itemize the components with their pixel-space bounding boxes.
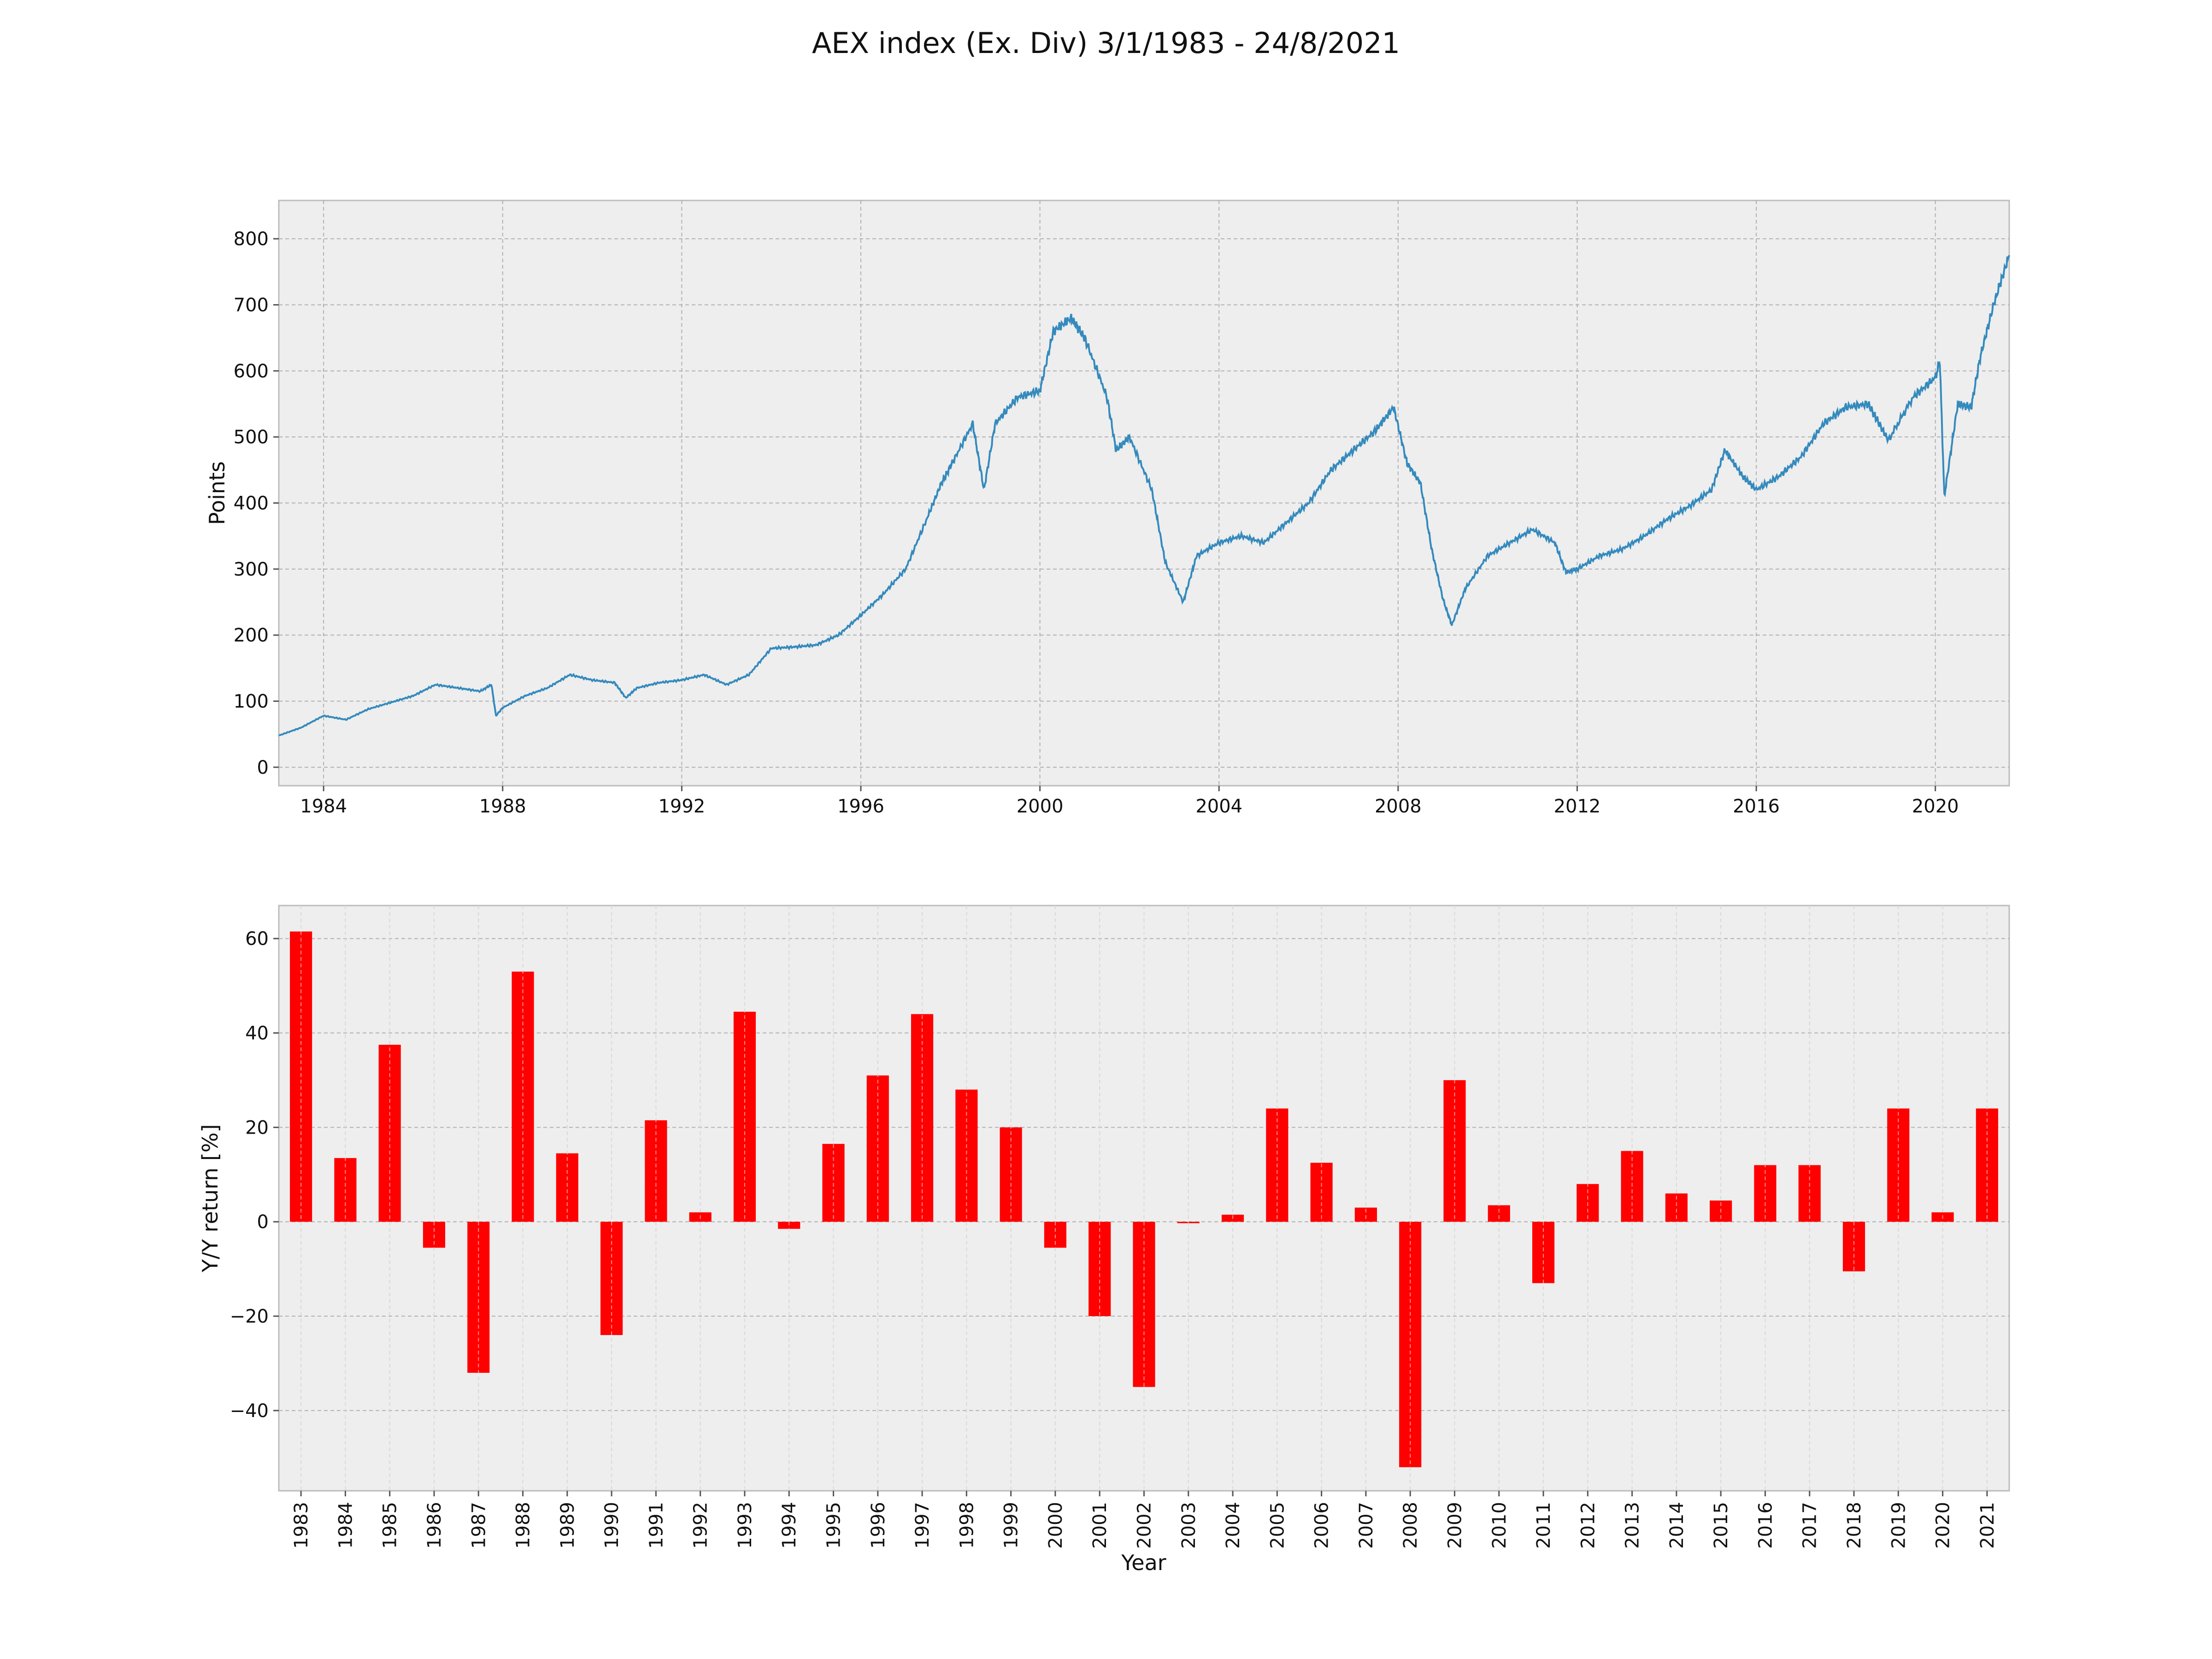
bar-chart-x-tick-label: 2010	[1489, 1502, 1510, 1549]
line-chart-x-tick-label: 2020	[1912, 796, 1959, 817]
bar-1996	[866, 1075, 889, 1222]
bar-1999	[1000, 1127, 1022, 1222]
bar-chart-y-axis-label: Y/Y return [%]	[198, 1124, 223, 1272]
bar-chart-y-tick-label: −20	[230, 1306, 269, 1327]
line-chart-x-tick-label: 1988	[479, 796, 526, 817]
bar-1990	[600, 1222, 623, 1335]
bar-chart-x-tick-label: 1986	[424, 1502, 445, 1549]
line-chart-y-tick-label: 300	[234, 559, 269, 580]
bar-chart-y-tick-label: 40	[245, 1023, 269, 1044]
line-chart-ticks: 1984 1988 1992 1996 2000 2004 2008 2012 2016 2020…	[234, 229, 1959, 817]
bar-chart-x-tick-label: 2003	[1178, 1502, 1200, 1549]
bar-chart-bars	[290, 906, 1998, 1491]
line-chart-plot-area	[278, 200, 2010, 787]
bar-chart-x-tick-label: 1992	[690, 1502, 712, 1549]
line-chart-y-tick-label: 100	[234, 691, 269, 712]
line-chart-y-tick-label: 0	[257, 757, 269, 778]
bar-chart-y-tick-label: 0	[257, 1212, 269, 1233]
line-chart-y-tick-label: 800	[234, 229, 269, 250]
bar-chart-x-tick-label: 1985	[380, 1502, 401, 1549]
bar-chart-x-tick-label: 2020	[1933, 1502, 1954, 1549]
bar-chart-x-tick-label: 1983	[291, 1502, 312, 1549]
bar-chart-x-tick-label: 2008	[1400, 1502, 1421, 1549]
bar-chart-x-tick-label: 2019	[1888, 1502, 1909, 1549]
bar-chart-x-tick-label: 2000	[1045, 1502, 1066, 1549]
figure-title: AEX index (Ex. Div) 3/1/1983 - 24/8/2021	[812, 26, 1400, 60]
bar-chart-x-tick-label: 1994	[779, 1502, 800, 1549]
bar-chart-x-tick-label: 2015	[1711, 1502, 1732, 1549]
bar-chart-x-tick-label: 2017	[1800, 1502, 1821, 1549]
bar-chart-x-tick-label: 2021	[1977, 1502, 1998, 1549]
bar-chart-x-tick-label: 1997	[912, 1502, 933, 1549]
line-chart-y-tick-label: 200	[234, 625, 269, 646]
bar-chart-x-tick-label: 2004	[1223, 1502, 1244, 1549]
bar-2010	[1488, 1205, 1510, 1222]
bar-chart-x-tick-label: 2018	[1844, 1502, 1865, 1549]
bar-chart-x-tick-label: 1991	[646, 1502, 667, 1549]
line-chart-y-tick-label: 400	[234, 493, 269, 514]
line-chart-x-tick-label: 1984	[300, 796, 347, 817]
line-chart-x-tick-label: 2000	[1017, 796, 1064, 817]
bar-chart-y-tick-label: 60	[245, 929, 269, 950]
line-chart-grid	[279, 200, 2009, 786]
bar-chart-x-tick-label: 2006	[1312, 1502, 1333, 1549]
bar-chart-x-tick-label: 2013	[1622, 1502, 1643, 1549]
bar-chart-x-tick-label: 2005	[1267, 1502, 1288, 1549]
line-chart-x-tick-label: 2012	[1554, 796, 1601, 817]
bar-chart-x-tick-label: 2011	[1533, 1502, 1554, 1549]
bar-chart-x-tick-label: 1989	[557, 1502, 578, 1549]
line-chart-panel: 1984 1988 1992 1996 2000 2004 2008 2012 2016 2020…	[205, 200, 2010, 817]
bar-1998	[955, 1089, 978, 1222]
bar-chart-x-tick-label: 1996	[868, 1502, 889, 1549]
bar-chart-x-tick-label: 1987	[468, 1502, 489, 1549]
bar-chart-x-tick-label: 1984	[335, 1502, 356, 1549]
bar-chart-x-tick-label: 1990	[601, 1502, 623, 1549]
line-chart-x-tick-label: 1992	[658, 796, 705, 817]
line-chart-x-tick-label: 2004	[1195, 796, 1242, 817]
bar-chart-x-tick-label: 2016	[1755, 1502, 1776, 1549]
bar-chart-x-tick-label: 1988	[513, 1502, 534, 1549]
bar-chart-x-tick-label: 2009	[1444, 1502, 1465, 1549]
line-chart-x-tick-label: 2008	[1375, 796, 1422, 817]
line-chart-y-tick-label: 500	[234, 427, 269, 448]
bar-chart-x-tick-label: 2001	[1089, 1502, 1111, 1549]
aex-points-line	[278, 255, 2010, 736]
bar-chart-x-tick-label: 1998	[956, 1502, 977, 1549]
bar-chart-ticks: −40 −20 0 20 40 60 1983 1984 1985 1986 1987 1988 198…	[230, 929, 1998, 1549]
line-chart-y-tick-label: 600	[234, 361, 269, 382]
bar-chart-x-axis-label: Year	[1121, 1550, 1166, 1575]
bar-chart-x-tick-label: 2002	[1134, 1502, 1155, 1549]
bar-2002	[1133, 1222, 1155, 1387]
bar-chart-x-tick-label: 1999	[1001, 1502, 1022, 1549]
bar-2011	[1532, 1222, 1555, 1283]
line-chart-y-tick-label: 700	[234, 294, 269, 316]
bar-chart-x-tick-label: 2012	[1577, 1502, 1599, 1549]
bar-1993	[733, 1012, 756, 1222]
line-chart-x-tick-label: 1996	[837, 796, 884, 817]
bar-chart-panel: −40 −20 0 20 40 60 1983 1984 1985 1986 1987 1988 198…	[198, 905, 2010, 1575]
line-chart-y-axis-label: Points	[205, 461, 229, 525]
bar-chart-y-tick-label: 20	[245, 1117, 269, 1138]
line-chart-x-tick-label: 2016	[1733, 796, 1780, 817]
bar-chart-x-tick-label: 2014	[1666, 1502, 1688, 1549]
bar-chart-x-tick-label: 1995	[824, 1502, 845, 1549]
bar-chart-x-tick-label: 1993	[735, 1502, 756, 1549]
bar-chart-x-tick-label: 2007	[1356, 1502, 1377, 1549]
bar-chart-y-tick-label: −40	[230, 1400, 269, 1422]
